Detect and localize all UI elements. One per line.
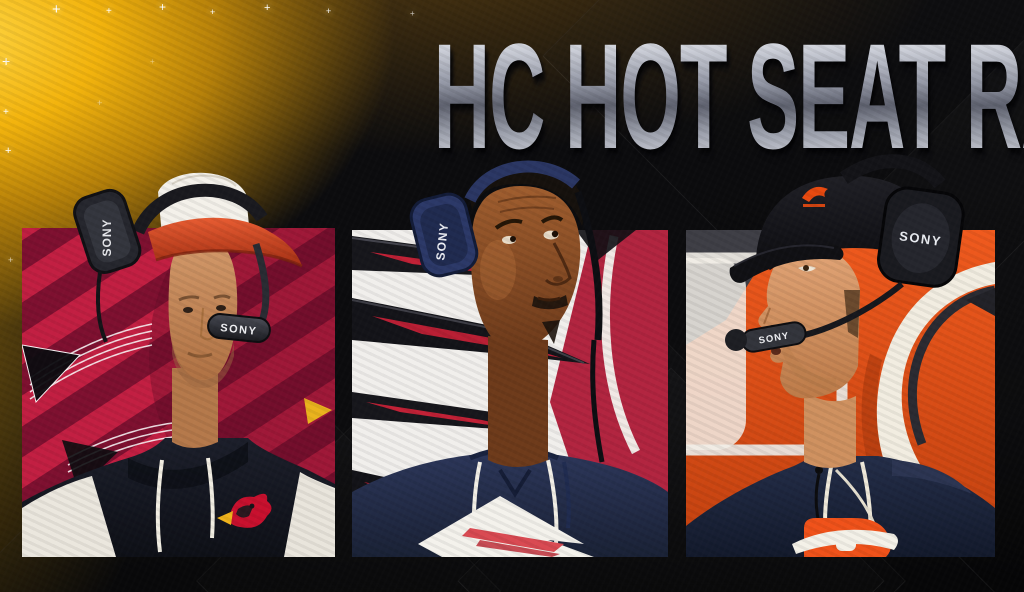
sparkle-icon: + [5,145,12,157]
sony-mic-label: SONY [220,322,258,338]
goatee [542,320,560,344]
mic-foam [725,329,747,351]
drawstring [206,457,215,539]
sony-earcup-label: SONY [100,218,114,256]
headset-icon: SONY SONY [73,183,271,343]
headline-container: HC HOT SEAT RANKINGS [0,0,1024,209]
atlanta-falcons-logo-icon [418,496,594,557]
sony-earcup-label: SONY [898,228,943,249]
sparkle-icon: + [97,98,103,108]
hoodie [686,456,995,557]
hair [470,165,585,226]
headset-icon: SONY SONY [725,154,965,353]
sparkle-icon: + [159,0,167,14]
sparkle-icon: + [410,9,415,18]
coach-figure: SONY SONY [22,172,335,557]
sparkle-icon: + [2,53,11,69]
neck [804,392,856,468]
coach-figure: SONY SONY [686,154,995,557]
mic-clip [815,466,823,474]
coach-card-falcons: SONY [352,140,668,557]
sparkle-icon: + [150,57,155,66]
neck [488,336,548,467]
coach-card-cardinals: SONY SONY [22,140,335,557]
coach-card-bengals: SONY SONY [686,140,995,557]
sparkle-icon: + [106,6,112,17]
sparkle-icon: + [3,107,9,118]
sony-earcup-label: SONY [433,222,451,261]
sparkle-icon: + [326,6,332,16]
sparkle-icon: + [8,255,14,265]
neck [172,368,218,448]
sony-mic-label: SONY [758,330,790,346]
sparkle-icon: + [52,1,61,18]
microphone-icon: SONY [207,313,271,343]
bengals-cap-logo-icon [802,186,828,207]
sparkle-icon: + [210,7,216,17]
white-sleeve [22,476,116,557]
face [758,245,860,399]
arizona-cardinals-logo-icon [217,493,272,528]
coach-figure: SONY [352,160,668,557]
white-sleeve [284,472,335,557]
cincinnati-bengals-logo-icon [792,518,898,557]
sparkle-icon: + [264,2,271,14]
drawstring [562,461,571,529]
page-title: HC HOT SEAT RANKINGS [434,0,1024,209]
headset-icon: SONY [409,160,605,463]
drawstring [155,459,164,553]
